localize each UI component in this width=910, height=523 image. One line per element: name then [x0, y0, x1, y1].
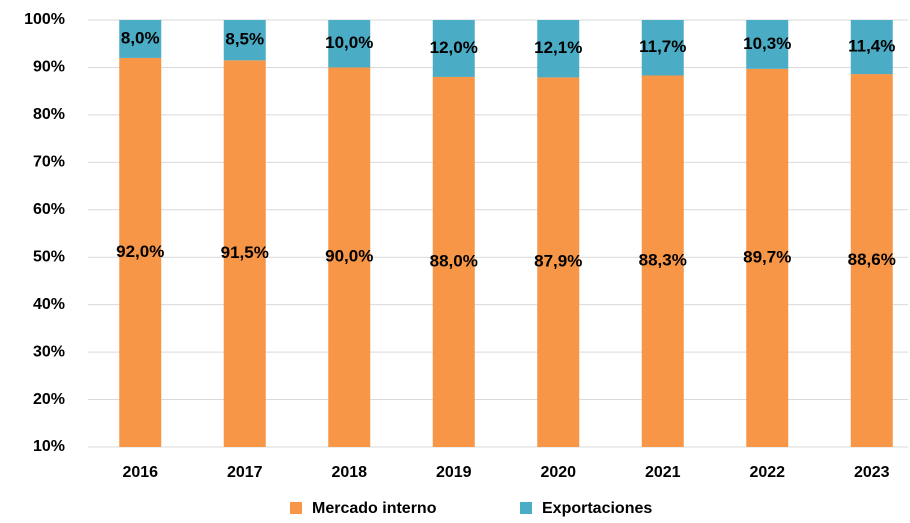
x-tick-label: 2018: [331, 464, 367, 481]
x-tick-label: 2022: [749, 464, 785, 481]
data-label: 92,0%: [116, 242, 164, 261]
bar-segment: [850, 20, 893, 75]
y-tick-label: 20%: [33, 391, 65, 408]
data-label: 12,0%: [430, 38, 478, 57]
bar-segment: [223, 60, 266, 447]
legend-swatch: [290, 502, 302, 514]
data-label: 11,4%: [848, 37, 895, 56]
bar-segment: [432, 20, 475, 77]
bar-segment: [328, 20, 371, 68]
x-tick-label: 2021: [645, 464, 681, 481]
data-label: 8,0%: [121, 28, 160, 47]
y-tick-label: 40%: [33, 296, 65, 313]
bar-segment: [641, 20, 684, 76]
bar-segment: [223, 20, 266, 61]
legend-swatch: [520, 502, 532, 514]
data-label: 8,5%: [225, 30, 264, 49]
y-tick-label: 90%: [33, 59, 65, 76]
bar-segment: [641, 75, 684, 447]
data-label: 12,1%: [534, 38, 582, 57]
bar-segment: [537, 20, 580, 78]
data-label: 11,7%: [639, 37, 686, 56]
x-tick-label: 2017: [227, 464, 263, 481]
y-tick-label: 10%: [33, 438, 65, 455]
data-label: 88,6%: [848, 250, 896, 269]
legend-label: Mercado interno: [312, 500, 437, 517]
bar-segment: [119, 20, 162, 58]
bar-segment: [432, 76, 475, 447]
x-tick-label: 2020: [540, 464, 576, 481]
y-tick-label: 30%: [33, 343, 65, 360]
data-label: 90,0%: [325, 247, 373, 266]
data-label: 10,3%: [743, 34, 791, 53]
data-label: 89,7%: [743, 247, 791, 266]
bar-segment: [328, 67, 371, 447]
data-label: 88,0%: [430, 251, 478, 270]
data-label: 88,3%: [639, 251, 687, 270]
y-tick-label: 70%: [33, 154, 65, 171]
bar-segment: [746, 68, 789, 448]
bar-segment: [119, 57, 162, 447]
x-tick-label: 2023: [854, 464, 890, 481]
y-tick-label: 60%: [33, 201, 65, 218]
bar-segment: [746, 20, 789, 69]
data-label: 91,5%: [221, 243, 269, 262]
y-tick-label: 50%: [33, 248, 65, 265]
x-tick-label: 2016: [122, 464, 158, 481]
data-label: 87,9%: [534, 252, 582, 271]
y-tick-label: 100%: [24, 11, 65, 28]
x-tick-label: 2019: [436, 464, 472, 481]
data-label: 10,0%: [325, 33, 373, 52]
legend-label: Exportaciones: [542, 500, 652, 517]
y-tick-label: 80%: [33, 106, 65, 123]
bar-segment: [850, 74, 893, 447]
bar-segment: [537, 77, 580, 447]
